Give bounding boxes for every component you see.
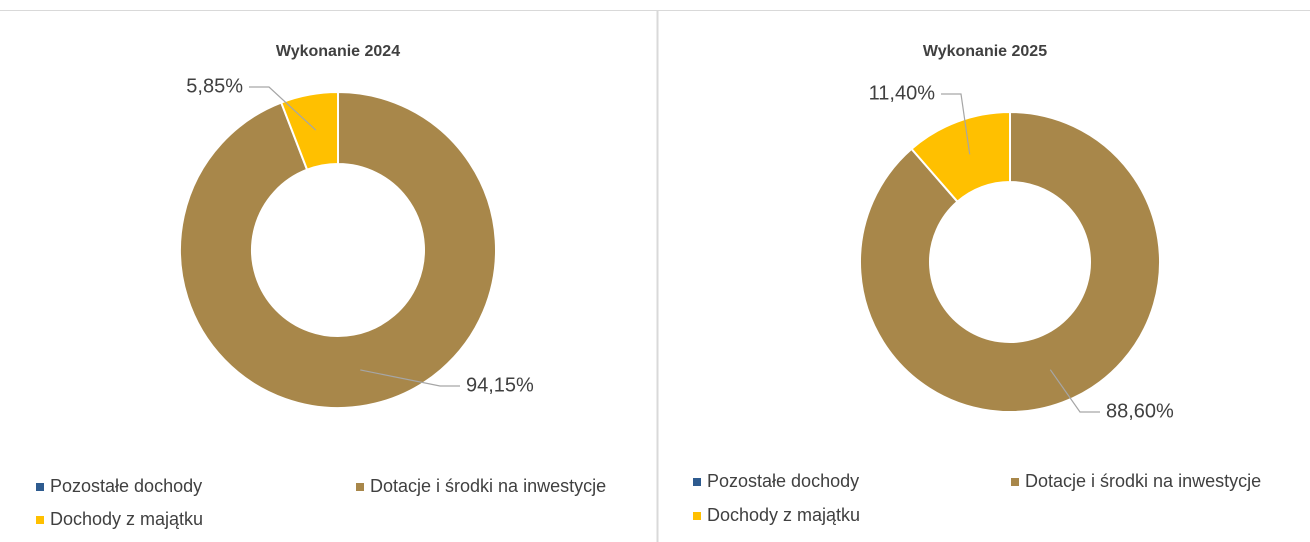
legend-label: Dotacje i środki na inwestycje: [1025, 471, 1261, 491]
leader-line: [1049, 369, 1100, 413]
legend-marker: [693, 478, 701, 486]
data-label: 88,60%: [1106, 400, 1174, 422]
data-label: 5,85%: [186, 75, 243, 97]
legend-marker: [1011, 478, 1019, 486]
legend-label: Pozostałe dochody: [50, 476, 202, 496]
leader-line: [941, 93, 971, 155]
legend-marker: [693, 512, 701, 520]
legend-marker: [356, 483, 364, 491]
leader-line: [249, 86, 317, 131]
legend-label: Dochody z majątku: [707, 505, 860, 525]
data-label: 11,40%: [869, 82, 936, 104]
legend-marker: [36, 516, 44, 524]
legend-label: Pozostałe dochody: [707, 471, 859, 491]
legend-marker: [36, 483, 44, 491]
donut-slice: [179, 90, 497, 409]
donut-slice: [859, 110, 1161, 413]
leader-line: [360, 369, 460, 387]
chart-title: Wykonanie 2024: [276, 43, 400, 60]
chart-title: Wykonanie 2025: [923, 43, 1047, 60]
legend-label: Dotacje i środki na inwestycje: [370, 476, 606, 496]
data-label: 94,15%: [466, 374, 534, 396]
legend-label: Dochody z majątku: [50, 509, 203, 529]
donut-slice: [910, 110, 1011, 204]
